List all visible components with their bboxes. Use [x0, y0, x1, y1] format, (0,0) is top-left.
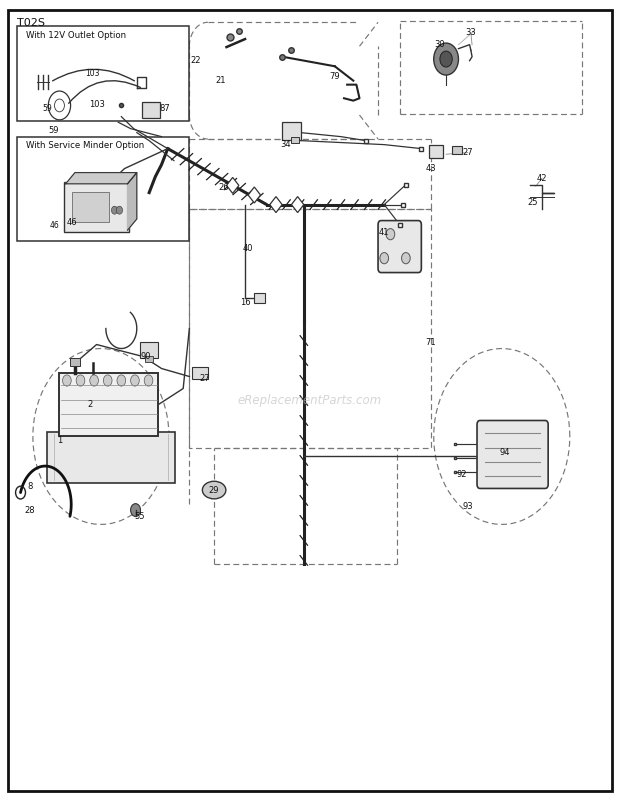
- Text: 30: 30: [435, 40, 445, 49]
- Text: 34: 34: [280, 140, 291, 149]
- Text: 93: 93: [463, 501, 473, 510]
- Text: 79: 79: [329, 72, 340, 81]
- Bar: [430, 146, 443, 159]
- Bar: [142, 103, 161, 119]
- Text: 28: 28: [24, 506, 35, 515]
- Text: 26: 26: [218, 183, 229, 191]
- Circle shape: [380, 252, 389, 264]
- FancyBboxPatch shape: [47, 432, 174, 483]
- Circle shape: [144, 375, 153, 386]
- Text: 2: 2: [88, 400, 93, 409]
- Text: 40: 40: [243, 244, 254, 253]
- Text: 8: 8: [27, 481, 32, 490]
- FancyBboxPatch shape: [64, 182, 129, 231]
- Text: 103: 103: [89, 100, 105, 109]
- Text: 103: 103: [85, 69, 99, 78]
- Text: 43: 43: [425, 164, 436, 173]
- FancyBboxPatch shape: [477, 421, 548, 489]
- Bar: [291, 137, 299, 143]
- Text: 92: 92: [456, 469, 467, 478]
- Polygon shape: [248, 187, 260, 203]
- Bar: [192, 367, 208, 379]
- Text: 55: 55: [135, 512, 145, 521]
- Circle shape: [386, 228, 395, 239]
- Circle shape: [434, 43, 458, 75]
- Bar: [254, 292, 265, 303]
- Circle shape: [131, 504, 141, 517]
- Bar: [70, 358, 80, 366]
- Circle shape: [63, 375, 71, 386]
- Polygon shape: [128, 172, 137, 230]
- Text: 90: 90: [141, 352, 151, 361]
- Bar: [17, 26, 189, 121]
- Text: 1: 1: [57, 436, 62, 445]
- Circle shape: [117, 206, 123, 214]
- Circle shape: [76, 375, 85, 386]
- Text: 29: 29: [209, 486, 219, 495]
- Text: 33: 33: [466, 28, 476, 37]
- Bar: [146, 356, 154, 362]
- Circle shape: [131, 375, 140, 386]
- Text: 41: 41: [379, 228, 389, 237]
- Bar: [72, 191, 109, 222]
- FancyBboxPatch shape: [378, 220, 422, 272]
- Circle shape: [402, 252, 410, 264]
- Text: 59: 59: [48, 126, 58, 135]
- Text: 25: 25: [528, 198, 538, 207]
- Polygon shape: [226, 177, 239, 193]
- Text: eReplacementParts.com: eReplacementParts.com: [238, 394, 382, 407]
- Text: 46: 46: [50, 221, 60, 230]
- Polygon shape: [270, 196, 282, 212]
- Text: 22: 22: [190, 56, 201, 65]
- Bar: [140, 342, 159, 358]
- Polygon shape: [66, 172, 137, 183]
- Bar: [452, 147, 462, 155]
- Text: T02S: T02S: [17, 18, 45, 28]
- Text: 87: 87: [159, 104, 170, 113]
- Text: 27: 27: [200, 373, 210, 383]
- Text: 71: 71: [425, 339, 436, 348]
- Circle shape: [117, 375, 126, 386]
- Bar: [282, 123, 301, 140]
- Circle shape: [112, 206, 118, 214]
- Bar: [17, 137, 189, 240]
- Text: With Service Minder Option: With Service Minder Option: [26, 142, 144, 151]
- Bar: [60, 372, 159, 437]
- Text: 16: 16: [240, 299, 250, 308]
- Text: 27: 27: [463, 148, 473, 157]
- Polygon shape: [291, 196, 304, 212]
- Text: 21: 21: [215, 76, 226, 85]
- Ellipse shape: [202, 481, 226, 499]
- Text: 59: 59: [43, 104, 53, 113]
- Circle shape: [90, 375, 99, 386]
- Text: With 12V Outlet Option: With 12V Outlet Option: [26, 31, 126, 40]
- Text: 46: 46: [66, 219, 77, 227]
- Circle shape: [104, 375, 112, 386]
- Text: 94: 94: [500, 448, 510, 457]
- Text: 42: 42: [537, 174, 547, 183]
- Circle shape: [440, 51, 452, 67]
